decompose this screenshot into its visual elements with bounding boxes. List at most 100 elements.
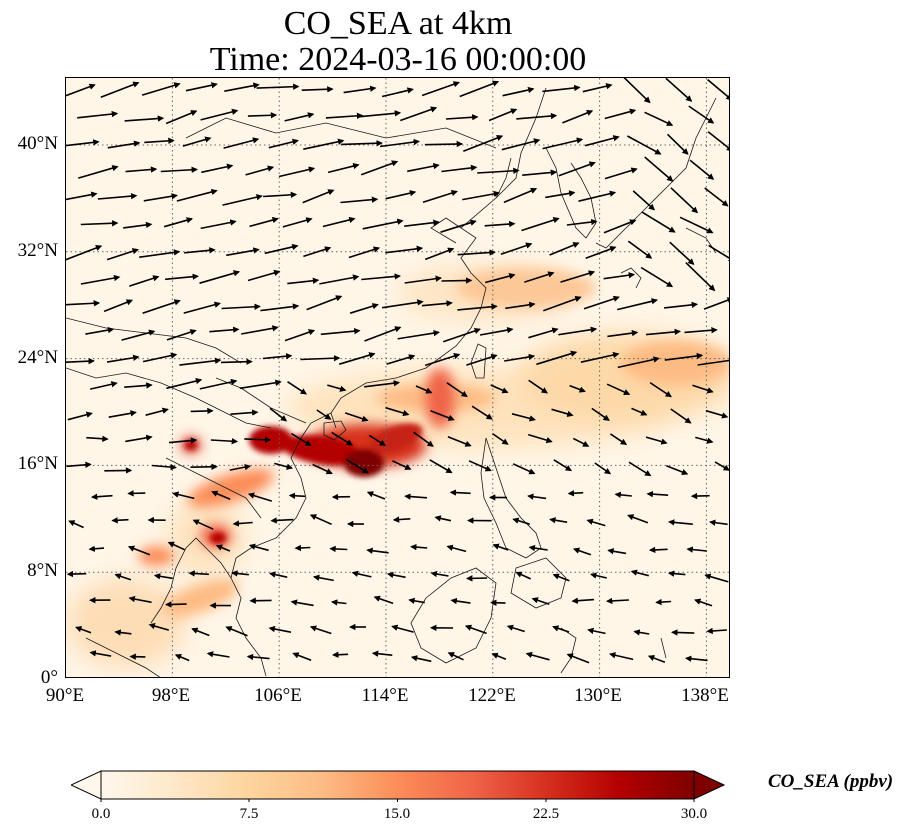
wind-arrow [527,493,547,500]
wind-arrow [185,82,218,92]
wind-arrow [707,78,729,101]
wind-arrow [578,190,617,202]
wind-arrow [704,573,729,583]
wind-arrow [421,300,453,307]
wind-arrow [587,627,606,635]
wind-arrow [381,87,414,98]
wind-arrow [490,384,509,394]
wind-arrow [151,463,177,471]
wind-arrow [449,489,471,496]
wind-arrow [500,242,533,256]
wind-arrow [268,625,292,633]
wind-arrow [386,354,416,365]
wind-arrow [645,436,668,445]
wind-arrow [491,652,507,660]
wind-arrow [274,462,294,470]
wind-arrow [397,329,440,340]
wind-arrow [684,327,718,334]
lat-tick-8n: 8°N [27,560,58,581]
wind-arrow [571,597,595,604]
wind-arrow [586,518,606,527]
wind-arrow [422,189,458,203]
wind-arrow [368,434,387,446]
colorbar-min-extend [71,770,102,800]
wind-arrow [269,407,288,422]
colorbar-gradient [100,770,695,800]
wind-arrow [647,655,666,663]
wind-arrow [492,543,509,551]
wind-arrow [429,459,453,474]
wind-arrow [628,461,652,477]
wind-arrow [603,219,637,234]
wind-arrow [247,112,278,119]
wind-arrow [708,244,729,262]
wind-arrow [201,163,234,174]
wind-arrow [121,329,156,341]
wind-arrow [284,112,315,122]
wind-arrow [690,492,710,500]
wind-arrow [686,546,707,553]
wind-arrow [319,274,360,285]
wind-arrow [373,595,394,605]
wind-arrow [446,544,467,553]
wind-arrow [670,187,699,214]
wind-arrow [492,432,509,445]
wind-arrow [106,354,140,363]
wind-arrow [366,491,386,500]
wind-arrow [424,247,455,261]
wind-arrow [124,115,165,122]
wind-arrow [641,211,676,233]
wind-arrow [434,515,452,522]
wind-arrow [524,271,555,283]
wind-vector-layer [66,78,729,664]
wind-arrow [430,570,449,578]
wind-arrow [362,218,404,230]
wind-arrow [287,277,320,285]
wind-arrow [66,83,96,97]
wind-arrow [166,377,203,390]
wind-arrow [552,573,570,582]
wind-arrow [410,655,432,663]
wind-arrow [343,85,377,94]
wind-arrow [666,465,689,476]
wind-arrow [528,379,548,394]
wind-arrow [303,246,332,258]
wind-arrow [424,353,461,367]
wind-arrow [165,110,198,125]
wind-arrow [415,385,433,394]
wind-arrow [572,547,592,556]
map-panel [65,77,730,678]
wind-arrow [424,140,464,148]
wind-arrow [421,81,460,97]
wind-arrow [689,159,715,180]
wind-arrow [341,140,383,147]
wind-arrow [66,461,92,468]
wind-arrow [525,651,550,661]
wind-arrow [632,190,656,211]
wind-arrow [430,409,455,421]
wind-arrow [664,301,699,309]
wind-arrow [191,627,210,637]
wind-arrow [222,194,263,206]
wind-arrow [488,108,518,122]
wind-arrow [144,137,175,145]
wind-arrow [246,653,270,661]
colorbar-max-extend [693,770,725,800]
wind-arrow [572,437,590,447]
wind-arrow [359,110,402,118]
wind-arrow [644,111,674,126]
wind-arrow [694,598,713,607]
wind-arrow [560,270,596,283]
wind-arrow [457,249,496,256]
wind-arrow [707,131,729,152]
wind-arrow [484,220,516,228]
wind-arrow [223,137,260,149]
wind-arrow [174,654,190,662]
wind-arrow [209,326,240,333]
wind-arrow [107,140,141,149]
wind-arrow [669,241,695,265]
wind-arrow [580,351,620,363]
wind-arrow [386,571,406,579]
wind-arrow [604,108,637,120]
wind-arrow [145,407,169,416]
